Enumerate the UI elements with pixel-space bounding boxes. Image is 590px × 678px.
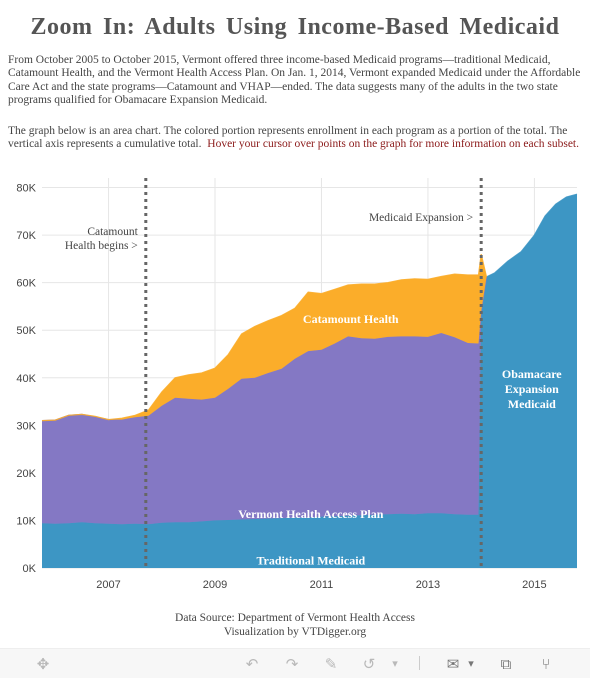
series-labels: Traditional Medicaid Vermont Health Acces…	[238, 312, 562, 568]
undo-icon[interactable]: ↶	[245, 655, 259, 673]
description-text: The graph below is an area chart. The co…	[8, 125, 568, 151]
y-tick-label: 0K	[23, 563, 37, 575]
area-traditional-medicaid[interactable]	[42, 194, 577, 568]
y-tick-label: 20K	[16, 468, 36, 480]
comment-dropdown-icon[interactable]: ▾	[468, 657, 474, 670]
series-label: Catamount Health	[303, 312, 399, 326]
data-source-line: Data Source: Department of Vermont Healt…	[175, 612, 415, 624]
line-catamount-health[interactable]	[41, 253, 488, 422]
x-tick-label: 2011	[310, 579, 334, 591]
fullscreen-icon[interactable]: ⧉	[500, 655, 512, 673]
chart-svg[interactable]: Catamount Health begins > Medicaid Expansi…	[0, 170, 590, 602]
modebar-divider	[419, 656, 420, 670]
source-credit: Data Source: Department of Vermont Healt…	[0, 611, 590, 639]
page-title: Zoom In: Adults Using Income-Based Medic…	[30, 14, 560, 40]
x-tick-label: 2009	[203, 579, 227, 591]
share-icon[interactable]: ⑂	[541, 655, 551, 673]
dropdown-arrow-icon[interactable]: ▾	[392, 657, 398, 670]
x-tick-label: 2013	[416, 579, 440, 591]
redo-icon[interactable]: ↷	[285, 655, 299, 673]
edit-icon[interactable]: ✎	[324, 655, 338, 673]
visualization-credit-line: Visualization by VTDigger.org	[223, 626, 367, 638]
event-label: Catamount	[87, 226, 138, 238]
event-label: Health begins >	[65, 240, 138, 252]
y-tick-label: 10K	[16, 515, 36, 527]
y-tick-label: 80K	[16, 183, 36, 195]
x-tick-label: 2015	[522, 579, 546, 591]
share-link-icon[interactable]: ↺	[362, 655, 376, 673]
axis-ticks: 0K 10K 20K 30K 40K 50K 60K 70K 80K 2007 2009 2011 20…	[16, 183, 546, 591]
y-tick-label: 40K	[16, 373, 36, 385]
series-label: Medicaid	[508, 397, 556, 411]
line-traditional-medicaid[interactable]	[41, 193, 578, 525]
area-chart[interactable]: Catamount Health begins > Medicaid Expansi…	[0, 170, 590, 602]
area-catamount-health[interactable]	[42, 254, 487, 421]
event-markers: Catamount Health begins > Medicaid Expansi…	[65, 178, 483, 568]
series-label: Expansion	[505, 382, 559, 396]
intro-paragraph: From October 2005 to October 2015, Vermo…	[8, 54, 581, 107]
chart-description: The graph below is an area chart. The co…	[8, 125, 582, 152]
y-tick-label: 50K	[16, 325, 36, 337]
chart-modebar: ✥ ↶ ↷ ✎ ↺ ▾ ✉ ▾ ⧉ ⑂	[0, 648, 590, 678]
event-label: Medicaid Expansion >	[369, 212, 473, 224]
y-tick-label: 30K	[16, 420, 36, 432]
x-tick-label: 2007	[96, 579, 120, 591]
hover-hint: Hover your cursor over points on the gra…	[207, 138, 579, 151]
series-label: Obamacare	[502, 367, 562, 381]
series-label: Vermont Health Access Plan	[238, 507, 384, 521]
y-tick-label: 70K	[16, 230, 36, 242]
y-tick-label: 60K	[16, 278, 36, 290]
comment-icon[interactable]: ✉	[446, 655, 460, 673]
area-series[interactable]	[41, 193, 578, 568]
pan-icon[interactable]: ✥	[36, 655, 50, 673]
series-label: Traditional Medicaid	[256, 554, 365, 568]
